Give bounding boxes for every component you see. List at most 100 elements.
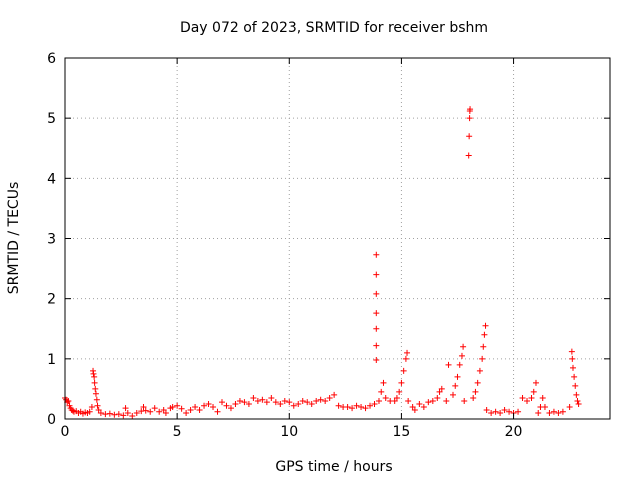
data-point xyxy=(201,402,208,409)
data-point xyxy=(559,408,566,415)
data-point xyxy=(375,397,382,404)
data-point xyxy=(519,394,526,401)
data-point xyxy=(382,394,389,401)
data-point xyxy=(572,382,579,389)
data-point xyxy=(129,412,136,419)
data-point xyxy=(322,397,329,404)
data-point xyxy=(373,325,380,332)
data-point xyxy=(472,388,479,395)
data-point xyxy=(373,342,380,349)
data-point xyxy=(373,310,380,317)
data-point xyxy=(151,405,158,412)
data-point xyxy=(241,399,248,406)
data-point xyxy=(210,403,217,410)
data-point xyxy=(566,403,573,410)
data-point xyxy=(378,388,385,395)
data-point xyxy=(474,379,481,386)
data-point xyxy=(160,406,167,413)
data-point xyxy=(335,402,342,409)
data-point xyxy=(174,402,181,409)
data-point xyxy=(295,400,302,407)
data-point xyxy=(573,391,580,398)
data-point xyxy=(425,399,432,406)
data-point xyxy=(232,400,239,407)
data-point xyxy=(250,394,257,401)
data-point xyxy=(91,379,98,386)
data-point xyxy=(530,388,537,395)
data-point xyxy=(317,396,324,403)
data-point xyxy=(178,405,185,412)
data-point xyxy=(400,367,407,374)
data-point xyxy=(290,402,297,409)
data-point xyxy=(393,394,400,401)
data-point xyxy=(506,408,513,415)
data-point xyxy=(541,403,548,410)
data-point xyxy=(95,406,102,413)
data-point xyxy=(411,406,418,413)
data-point xyxy=(133,409,140,416)
axis-ticks: 0 5 10 15 20 0 1 2 3 4 5 6 xyxy=(47,51,610,440)
data-point xyxy=(528,394,535,401)
data-point xyxy=(546,409,553,416)
data-point xyxy=(92,390,99,397)
data-point xyxy=(535,409,542,416)
x-axis-label: GPS time / hours xyxy=(275,459,392,475)
data-point xyxy=(86,408,93,415)
data-point xyxy=(497,409,504,416)
y-tick-label: 4 xyxy=(47,171,56,187)
data-point xyxy=(492,408,499,415)
data-point xyxy=(349,405,356,412)
data-point xyxy=(555,409,562,416)
data-point xyxy=(466,115,473,122)
data-point xyxy=(466,133,473,140)
data-point xyxy=(90,370,97,377)
data-point xyxy=(550,408,557,415)
data-point xyxy=(409,403,416,410)
data-point xyxy=(373,251,380,258)
y-tick-label: 2 xyxy=(47,292,56,308)
data-point xyxy=(268,394,275,401)
data-point xyxy=(391,397,398,404)
data-point xyxy=(405,397,412,404)
data-point xyxy=(429,397,436,404)
data-point xyxy=(326,394,333,401)
data-point xyxy=(236,397,243,404)
data-point xyxy=(92,385,99,392)
data-point xyxy=(367,402,374,409)
grid-layer xyxy=(65,58,610,419)
data-point xyxy=(308,400,315,407)
data-point xyxy=(438,385,445,392)
data-point xyxy=(218,399,225,406)
data-point xyxy=(169,403,176,410)
data-point xyxy=(445,361,452,368)
chart-title: Day 072 of 2023, SRMTID for receiver bsh… xyxy=(180,20,488,36)
data-point xyxy=(142,407,149,414)
data-point xyxy=(470,394,477,401)
data-point xyxy=(138,408,145,415)
data-point xyxy=(187,406,194,413)
data-point xyxy=(488,409,495,416)
data-point xyxy=(501,406,508,413)
data-point xyxy=(396,388,403,395)
data-point xyxy=(281,397,288,404)
data-point xyxy=(481,331,488,338)
y-axis-label: SRMTID / TECUs xyxy=(6,182,22,295)
data-point xyxy=(373,271,380,278)
data-point xyxy=(483,406,490,413)
data-point xyxy=(304,399,311,406)
data-point xyxy=(373,290,380,297)
data-point xyxy=(331,391,338,398)
data-point xyxy=(227,405,234,412)
data-point xyxy=(156,408,163,415)
data-point xyxy=(192,403,199,410)
data-point xyxy=(436,388,443,395)
data-point xyxy=(254,397,261,404)
data-point xyxy=(479,355,486,362)
data-point xyxy=(467,106,474,113)
data-point xyxy=(196,406,203,413)
data-point xyxy=(569,364,576,371)
x-tick-label: 5 xyxy=(173,424,182,440)
data-point xyxy=(272,399,279,406)
data-point xyxy=(402,355,409,362)
